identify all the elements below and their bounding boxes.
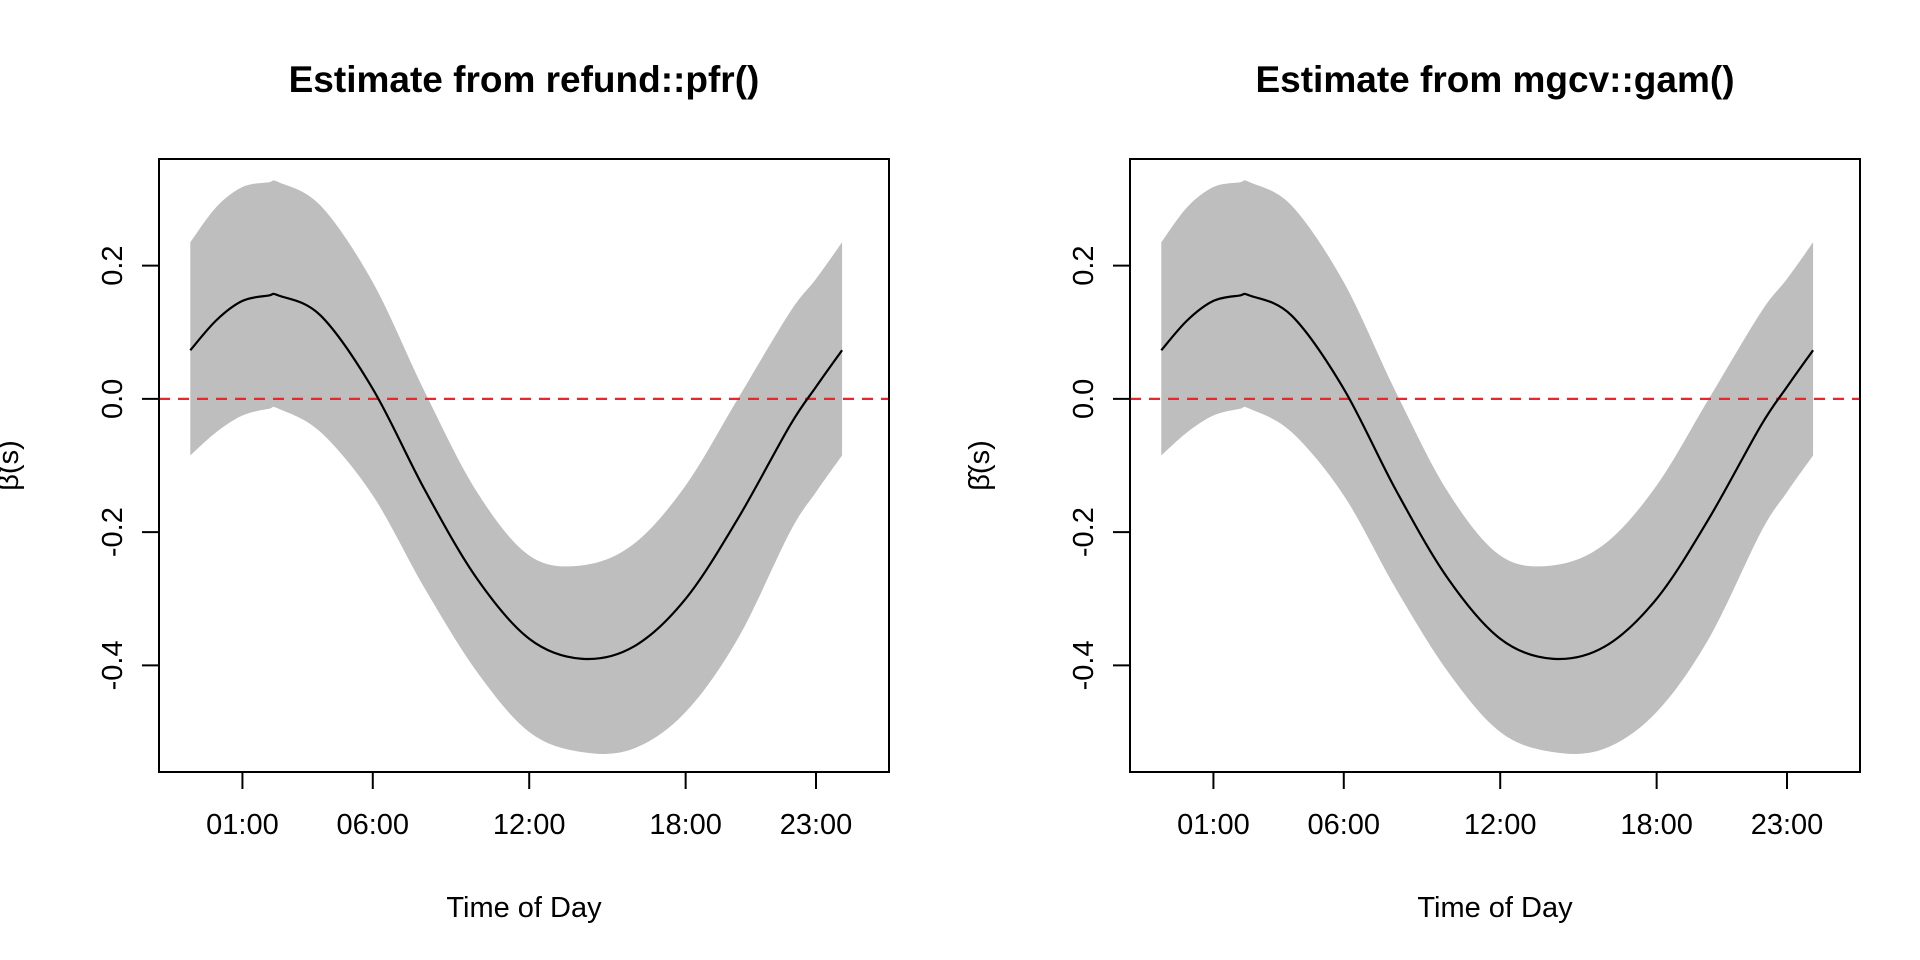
y-axis-label: β̂(s) — [964, 440, 996, 491]
confidence-band — [190, 180, 843, 754]
x-tick-label: 18:00 — [649, 809, 722, 841]
confidence-band — [1161, 180, 1814, 754]
y-tick-label: -0.4 — [97, 640, 129, 690]
y-tick-label: 0.0 — [97, 379, 129, 419]
y-axis-label: β̂(s) — [0, 440, 25, 491]
panel-pfr: 01:00 06:00 12:00 18:00 23:00 0.2 0.0 -0.2 -0.4 E… — [0, 59, 890, 924]
x-tick-label: 23:00 — [1751, 809, 1824, 841]
x-tick-label: 06:00 — [336, 809, 409, 841]
chart-title: Estimate from refund::pfr() — [289, 59, 760, 100]
x-tick-label: 23:00 — [780, 809, 853, 841]
x-tick-label: 12:00 — [493, 809, 566, 841]
estimate-line — [189, 292, 843, 661]
x-tick-label: 01:00 — [1177, 809, 1250, 841]
panel-gam: 01:00 06:00 12:00 18:00 23:00 0.2 0.0 -0.2 -0.4 E… — [964, 59, 1861, 924]
chart-title: Estimate from mgcv::gam() — [1255, 59, 1734, 100]
x-axis-label: Time of Day — [446, 892, 602, 924]
y-tick-label: -0.2 — [97, 507, 129, 557]
y-tick-label: 0.2 — [97, 245, 129, 285]
x-tick-label: 18:00 — [1620, 809, 1693, 841]
y-tick-label: 0.2 — [1068, 245, 1100, 285]
x-tick-label: 06:00 — [1307, 809, 1380, 841]
y-tick-label: -0.2 — [1068, 507, 1100, 557]
y-tick-label: -0.4 — [1068, 640, 1100, 690]
x-tick-label: 01:00 — [206, 809, 279, 841]
x-tick-label: 12:00 — [1464, 809, 1537, 841]
x-axis-label: Time of Day — [1417, 892, 1573, 924]
estimate-line — [1160, 292, 1814, 661]
y-tick-label: 0.0 — [1068, 379, 1100, 419]
